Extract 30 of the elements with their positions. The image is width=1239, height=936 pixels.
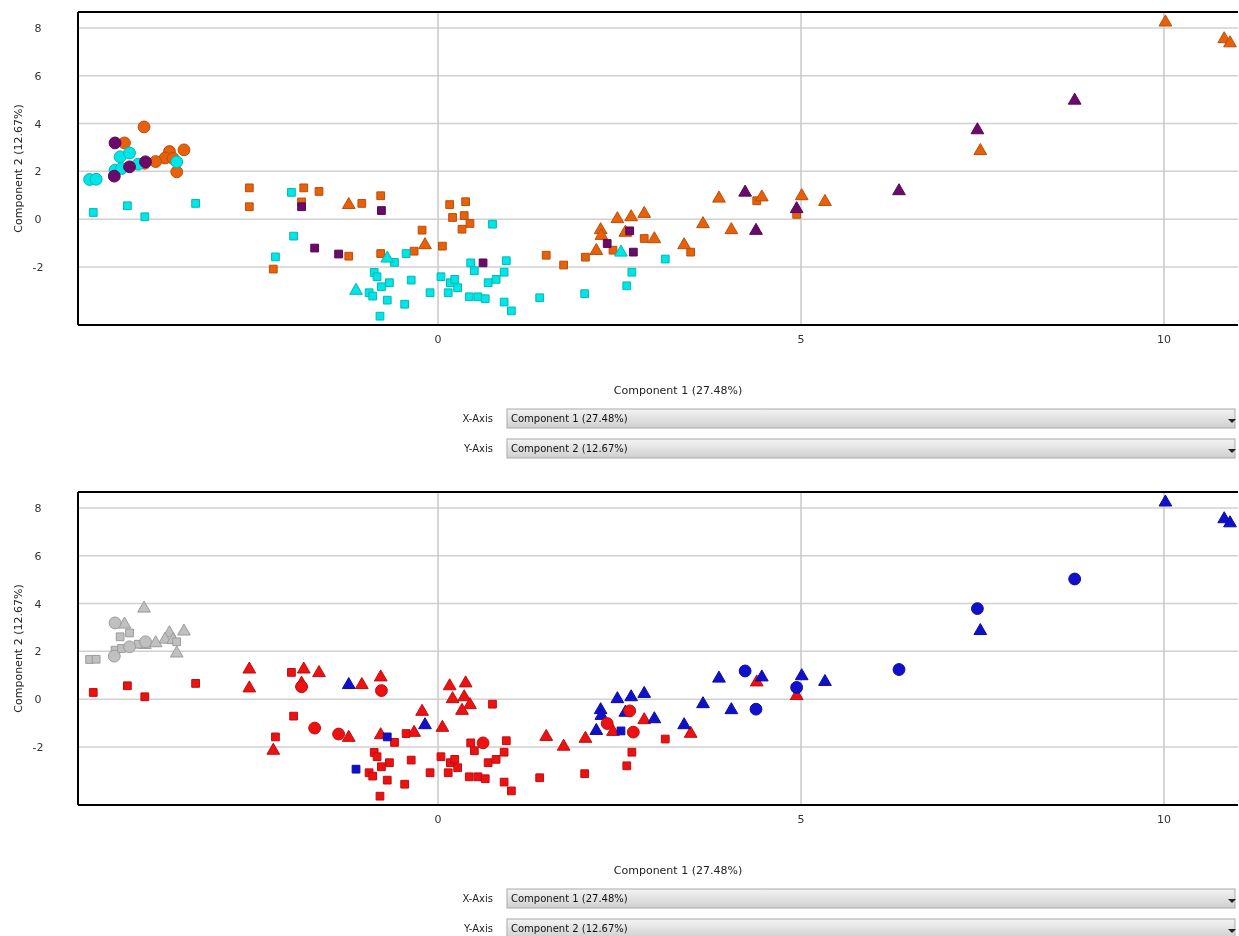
text: X-Axis (462, 893, 493, 904)
text: Y-Axis (462, 443, 493, 454)
y-tick-label: 4 (34, 597, 42, 611)
text: Component 1 (27.48%) (511, 413, 628, 424)
x-tick-label: 10 (1156, 813, 1171, 826)
text: X-Axis (462, 413, 493, 424)
y-tick-label: 6 (34, 69, 42, 83)
y-axis-title: Component 2 (12.67%) (12, 104, 25, 233)
y-tick-label: -2 (32, 260, 44, 274)
text: Component 1 (27.48%) (511, 893, 628, 904)
x-tick-label: 0 (434, 813, 442, 826)
x-axis-title: Component 1 (27.48%) (613, 384, 743, 397)
y-tick-label: 4 (34, 117, 42, 131)
text: Component 2 (12.67%) (511, 923, 628, 934)
x-tick-label: 10 (1156, 333, 1171, 346)
text: Component 2 (12.67%) (511, 443, 628, 454)
y-tick-label: 2 (34, 165, 42, 179)
x-tick-label: 5 (797, 813, 805, 826)
y-tick-label: 2 (34, 645, 42, 659)
y-tick-label: 8 (34, 502, 42, 516)
y-tick-label: 6 (34, 549, 42, 563)
y-axis-title: Component 2 (12.67%) (12, 584, 25, 713)
x-axis-title: Component 1 (27.48%) (613, 864, 743, 877)
text: Y-Axis (462, 923, 493, 934)
x-tick-label: 0 (434, 333, 442, 346)
y-tick-label: 0 (34, 213, 42, 227)
y-tick-label: 0 (34, 693, 42, 707)
x-tick-label: 5 (797, 333, 805, 346)
y-tick-label: 8 (34, 22, 42, 36)
y-tick-label: -2 (32, 740, 44, 754)
